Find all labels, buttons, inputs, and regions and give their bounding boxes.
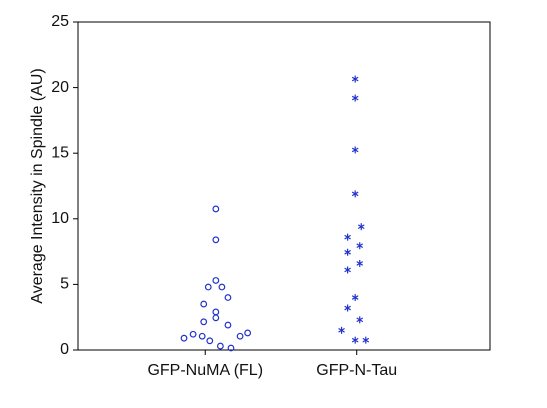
point [200, 318, 208, 326]
y-axis-label: Average Intensity in Spindle (AU) [29, 68, 46, 303]
point-stroke [338, 328, 345, 333]
point [224, 321, 232, 329]
point [212, 277, 220, 284]
point [236, 332, 244, 340]
y-tick-label: 15 [51, 144, 69, 161]
point-stroke [362, 337, 370, 343]
y-tick-label: 5 [60, 276, 69, 293]
point-stroke [351, 147, 359, 153]
y-tick-label: 0 [60, 341, 69, 358]
point [351, 94, 359, 102]
point [180, 334, 188, 342]
point-stroke [344, 249, 351, 255]
point [356, 242, 364, 250]
point-stroke [351, 337, 359, 343]
point-stroke [344, 267, 351, 273]
point-stroke [344, 305, 351, 311]
point [244, 329, 252, 337]
point [344, 233, 351, 241]
point-stroke [344, 234, 351, 240]
y-tick-label: 20 [51, 79, 69, 96]
point [204, 283, 212, 291]
point [189, 330, 197, 338]
plot-frame [77, 21, 491, 351]
y-tick-label: 10 [51, 210, 69, 227]
point [198, 332, 206, 340]
point [216, 342, 224, 350]
y-tick-label: 25 [51, 13, 69, 30]
point [224, 294, 232, 301]
point-stroke [351, 95, 359, 101]
point-stroke [356, 317, 364, 323]
point [338, 326, 345, 334]
point [200, 300, 208, 308]
point [212, 236, 220, 244]
point [344, 304, 351, 312]
point [344, 248, 351, 256]
point [344, 266, 351, 274]
point [351, 336, 359, 344]
point-stroke [356, 261, 364, 266]
point [212, 314, 220, 322]
point [357, 223, 365, 231]
point [212, 308, 220, 316]
x-tick-label: GFP-N-Tau [316, 362, 397, 379]
point [218, 283, 226, 291]
point [351, 190, 359, 198]
point [351, 294, 359, 302]
point [356, 316, 364, 324]
point [227, 344, 235, 352]
point [356, 259, 364, 267]
point-stroke [351, 295, 359, 300]
point [212, 205, 220, 213]
point [206, 337, 214, 345]
point [351, 75, 359, 83]
point-stroke [351, 76, 359, 82]
point-stroke [351, 191, 359, 197]
point [351, 146, 359, 154]
point-stroke [357, 224, 365, 229]
x-tick-label: GFP-NuMA (FL) [147, 362, 263, 379]
point-stroke [356, 243, 364, 249]
point [362, 336, 370, 344]
